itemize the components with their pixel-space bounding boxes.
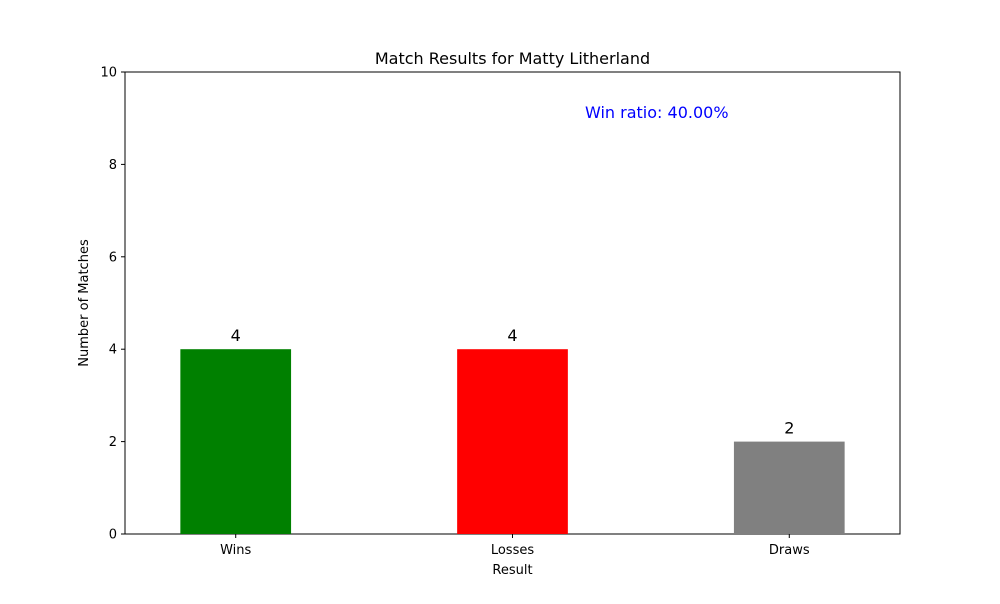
bar-wins (180, 349, 292, 534)
bars-group (180, 349, 845, 534)
bar-losses (457, 349, 568, 534)
value-label-wins: 4 (231, 326, 241, 345)
y-tick-label: 4 (109, 343, 117, 358)
chart-title: Match Results for Matty Litherland (375, 49, 650, 68)
y-axis: 0 2 4 6 8 10 (100, 66, 125, 543)
y-tick-label: 2 (109, 435, 117, 450)
y-tick-label: 0 (109, 528, 117, 543)
win-ratio-annotation: Win ratio: 40.00% (585, 103, 729, 122)
bar-draws (733, 441, 845, 534)
y-tick-label: 6 (109, 250, 117, 265)
x-axis-label: Result (492, 563, 532, 578)
y-axis-label: Number of Matches (77, 239, 92, 367)
x-tick-label-wins: Wins (220, 543, 251, 558)
x-tick-label-losses: Losses (491, 543, 535, 558)
y-tick-label: 10 (100, 66, 117, 81)
x-tick-label-draws: Draws (769, 543, 810, 558)
value-label-draws: 2 (784, 419, 794, 438)
y-tick-label: 8 (109, 158, 117, 173)
x-axis: Wins Losses Draws (220, 534, 810, 558)
value-label-losses: 4 (507, 326, 517, 345)
value-labels-group: 4 4 2 (231, 326, 795, 437)
